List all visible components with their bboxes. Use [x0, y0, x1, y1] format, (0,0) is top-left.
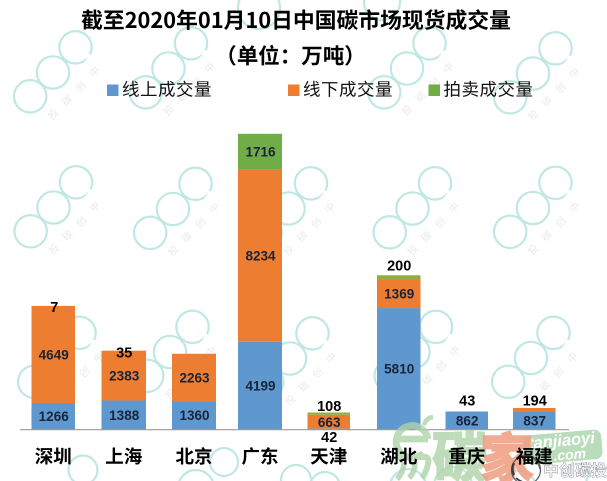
svg-text:663: 663	[318, 415, 341, 430]
svg-text:4199: 4199	[245, 379, 275, 394]
svg-text:5810: 5810	[384, 362, 414, 377]
svg-text:4649: 4649	[39, 347, 69, 362]
svg-text:194: 194	[523, 394, 547, 410]
svg-text:837: 837	[523, 414, 546, 429]
svg-text:43: 43	[459, 394, 475, 410]
svg-text:8234: 8234	[245, 249, 276, 264]
svg-text:108: 108	[317, 399, 341, 415]
svg-text:1388: 1388	[109, 408, 140, 423]
svg-text:1716: 1716	[245, 145, 276, 160]
svg-text:tanjiaoyi: tanjiaoyi	[527, 429, 596, 453]
svg-text:2383: 2383	[109, 369, 140, 384]
svg-text:7: 7	[50, 300, 58, 316]
svg-text:862: 862	[456, 413, 479, 428]
svg-text:2263: 2263	[179, 370, 210, 385]
svg-text:1360: 1360	[179, 408, 209, 423]
svg-text:.com: .com	[553, 445, 587, 464]
svg-text:200: 200	[387, 259, 411, 275]
svg-text:35: 35	[116, 346, 132, 362]
svg-text:1266: 1266	[39, 409, 70, 424]
svg-text:42: 42	[321, 430, 337, 446]
svg-text:1369: 1369	[384, 287, 414, 302]
